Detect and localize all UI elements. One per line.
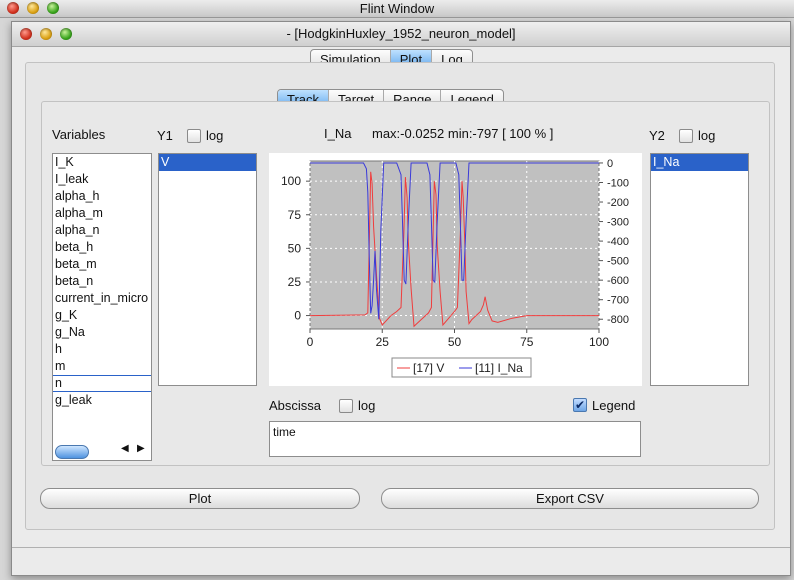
window-title-bar: - [HodgkinHuxley_1952_neuron_model] (12, 22, 790, 47)
abscissa-input[interactable]: time (269, 421, 641, 457)
x-tick-label: 0 (307, 335, 314, 349)
y2-list[interactable]: I_Na (650, 153, 749, 386)
legend-entry: [17] V (413, 361, 444, 375)
outer-window-title: Flint Window (359, 1, 435, 16)
legend-entry: [11] I_Na (475, 361, 523, 375)
variable-list-item[interactable]: I_leak (55, 172, 89, 186)
variable-list-item[interactable]: n (53, 375, 151, 392)
variable-list-item[interactable]: alpha_m (55, 206, 103, 220)
y-left-tick-label: 25 (288, 275, 302, 289)
y-right-tick-label: -500 (607, 256, 629, 268)
y2-log-label: log (698, 128, 716, 143)
variable-list-item[interactable]: I_K (55, 155, 74, 169)
abscissa-label: Abscissa (269, 398, 322, 413)
window-title: - [HodgkinHuxley_1952_neuron_model] (286, 26, 516, 41)
variable-list-item[interactable]: g_Na (55, 325, 85, 339)
variable-list-item[interactable]: beta_h (55, 240, 94, 254)
y1-log-checkbox[interactable] (187, 129, 201, 143)
variable-list-item[interactable]: alpha_h (55, 189, 100, 203)
y-right-tick-label: 0 (607, 158, 613, 170)
minimize-icon[interactable] (27, 2, 39, 14)
x-tick-label: 75 (520, 335, 534, 349)
scroll-left-icon[interactable]: ◀ (121, 443, 129, 454)
variable-list-item[interactable]: g_K (55, 308, 78, 322)
y1-list-item[interactable]: V (159, 154, 256, 171)
legend-toggle-label: Legend (592, 398, 636, 413)
horizontal-scrollbar[interactable]: ◀ ▶ (55, 443, 149, 459)
plot-variable-name: I_Na (324, 126, 352, 141)
plot-chart[interactable]: 0 25 50 75 100 0 25 50 75 100 0 -100 -200 -300 -400 -50… (269, 153, 642, 386)
legend-checkbox[interactable]: ✔ (573, 398, 587, 412)
x-tick-label: 100 (589, 335, 609, 349)
series-line-v (310, 171, 599, 328)
y-right-tick-label: -400 (607, 236, 629, 248)
series-line-i-na (310, 162, 599, 320)
y1-log-label: log (206, 128, 224, 143)
variable-list-item[interactable]: beta_n (55, 274, 94, 288)
variable-list-item[interactable]: h (55, 342, 62, 356)
scroll-right-icon[interactable]: ▶ (137, 443, 145, 454)
minimize-icon[interactable] (40, 28, 52, 40)
close-icon[interactable] (7, 2, 19, 14)
plot-stats: max:-0.0252 min:-797 [ 100 % ] (372, 126, 554, 141)
y-right-tick-label: -100 (607, 177, 629, 189)
y-right-tick-label: -200 (607, 197, 629, 209)
y-right-tick-label: -300 (607, 217, 629, 229)
plot-button[interactable]: Plot (40, 488, 360, 509)
close-icon[interactable] (20, 28, 32, 40)
y-right-tick-label: -800 (607, 314, 629, 326)
y1-list[interactable]: V (158, 153, 257, 386)
abscissa-log-checkbox[interactable] (339, 399, 353, 413)
y2-list-item[interactable]: I_Na (651, 154, 748, 171)
y2-label: Y2 (649, 128, 665, 143)
y-left-tick-label: 50 (288, 241, 302, 255)
y-right-tick-label: -600 (607, 275, 629, 287)
variable-list-item[interactable]: beta_m (55, 257, 97, 271)
export-csv-button[interactable]: Export CSV (381, 488, 759, 509)
variable-list-item[interactable]: m (55, 359, 66, 373)
y2-log-checkbox[interactable] (679, 129, 693, 143)
y-left-tick-label: 0 (294, 309, 301, 323)
variable-list-item[interactable]: alpha_n (55, 223, 100, 237)
plot-window: - [HodgkinHuxley_1952_neuron_model] Simu… (11, 21, 791, 576)
x-tick-label: 50 (448, 335, 462, 349)
variables-label: Variables (52, 127, 106, 142)
outer-title-bar: Flint Window (0, 0, 794, 18)
variable-list-item[interactable]: current_in_micro (55, 291, 149, 305)
y-left-tick-label: 100 (281, 174, 301, 188)
y-right-tick-label: -700 (607, 295, 629, 307)
zoom-icon[interactable] (60, 28, 72, 40)
y-left-tick-label: 75 (288, 208, 302, 222)
status-bar-divider (12, 547, 790, 548)
x-tick-label: 25 (376, 335, 390, 349)
zoom-icon[interactable] (47, 2, 59, 14)
scrollbar-thumb[interactable] (55, 445, 89, 459)
y1-label: Y1 (157, 128, 173, 143)
abscissa-log-label: log (358, 398, 376, 413)
variable-list-item[interactable]: g_leak (55, 393, 92, 407)
